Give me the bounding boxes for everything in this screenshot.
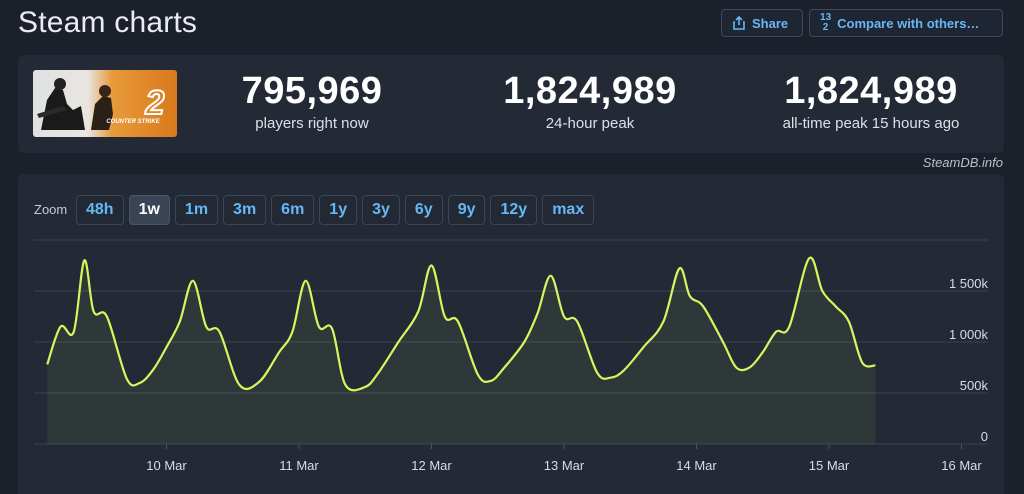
y-tick-label: 1 000k	[949, 327, 989, 342]
zoom-option-1w[interactable]: 1w	[128, 195, 170, 225]
share-label: Share	[752, 15, 789, 31]
compare-label: Compare with others…	[837, 15, 980, 31]
series-line[interactable]	[46, 256, 876, 392]
zoom-option-1m[interactable]: 1m	[174, 195, 219, 225]
zoom-label: Zoom	[34, 202, 68, 217]
x-tick-label: 15 Mar	[809, 458, 850, 473]
x-tick-label: 11 Mar	[279, 458, 319, 473]
y-tick-label: 500k	[960, 378, 989, 393]
x-tick-label: 12 Mar	[411, 458, 452, 473]
svg-text:COUNTER STRIKE: COUNTER STRIKE	[106, 119, 160, 125]
x-tick-label: 14 Mar	[676, 458, 717, 473]
zoom-option-1y[interactable]: 1y	[319, 195, 358, 225]
attribution-link[interactable]: SteamDB.info	[922, 155, 1003, 170]
peak-24h-label: 24-hour peak	[545, 115, 635, 132]
series-area	[47, 257, 876, 444]
y-tick-label: 1 500k	[949, 276, 989, 291]
zoom-option-48h[interactable]: 48h	[76, 195, 124, 225]
svg-text:2: 2	[145, 84, 165, 122]
current-players-value: 795,969	[241, 70, 383, 112]
x-tick-label: 10 Mar	[146, 458, 187, 473]
zoom-option-max[interactable]: max	[542, 195, 595, 225]
x-tick-label: 16 Mar	[941, 458, 982, 473]
x-tick-label: 13 Mar	[544, 458, 585, 473]
all-time-peak-stat: 1,824,989 all-time peak 15 hours ago	[736, 69, 1006, 135]
share-button[interactable]: Share	[721, 9, 803, 37]
peak-24h-stat: 1,824,989 24-hour peak	[470, 69, 710, 135]
current-players-stat: 795,969 players right now	[212, 69, 412, 135]
player-count-chart: 0 500k 1 000k 1 500k 10 Mar 11 Mar 12 Mar 13 Ma…	[34, 239, 989, 473]
zoom-option-9y[interactable]: 9y	[447, 195, 486, 225]
zoom-buttons: 48h 1w 1m 3m 6m 1y 3y 6y 9y 12y max	[76, 195, 595, 225]
all-time-peak-label: all-time peak 15 hours ago	[782, 115, 960, 132]
chart-panel: Zoom 48h 1w 1m 3m 6m 1y 3y 6y 9y 12y max 0 500k 1 00…	[18, 174, 1004, 494]
fraction-icon: 13 2	[820, 12, 832, 33]
compare-button[interactable]: 13 2 Compare with others…	[809, 9, 1003, 37]
zoom-option-6m[interactable]: 6m	[271, 195, 315, 225]
stats-panel: 2 COUNTER STRIKE 795,969 players right n…	[18, 55, 1004, 153]
y-tick-label: 0	[981, 429, 988, 444]
all-time-peak-value: 1,824,989	[784, 70, 958, 112]
page-title: Steam charts	[18, 6, 198, 39]
zoom-option-3m[interactable]: 3m	[223, 195, 267, 225]
zoom-option-12y[interactable]: 12y	[490, 195, 538, 225]
game-capsule-image: 2 COUNTER STRIKE	[33, 70, 177, 137]
current-players-label: players right now	[255, 115, 369, 132]
share-icon	[732, 16, 746, 30]
zoom-option-3y[interactable]: 3y	[362, 195, 400, 225]
zoom-option-6y[interactable]: 6y	[404, 195, 443, 225]
peak-24h-value: 1,824,989	[503, 70, 677, 112]
